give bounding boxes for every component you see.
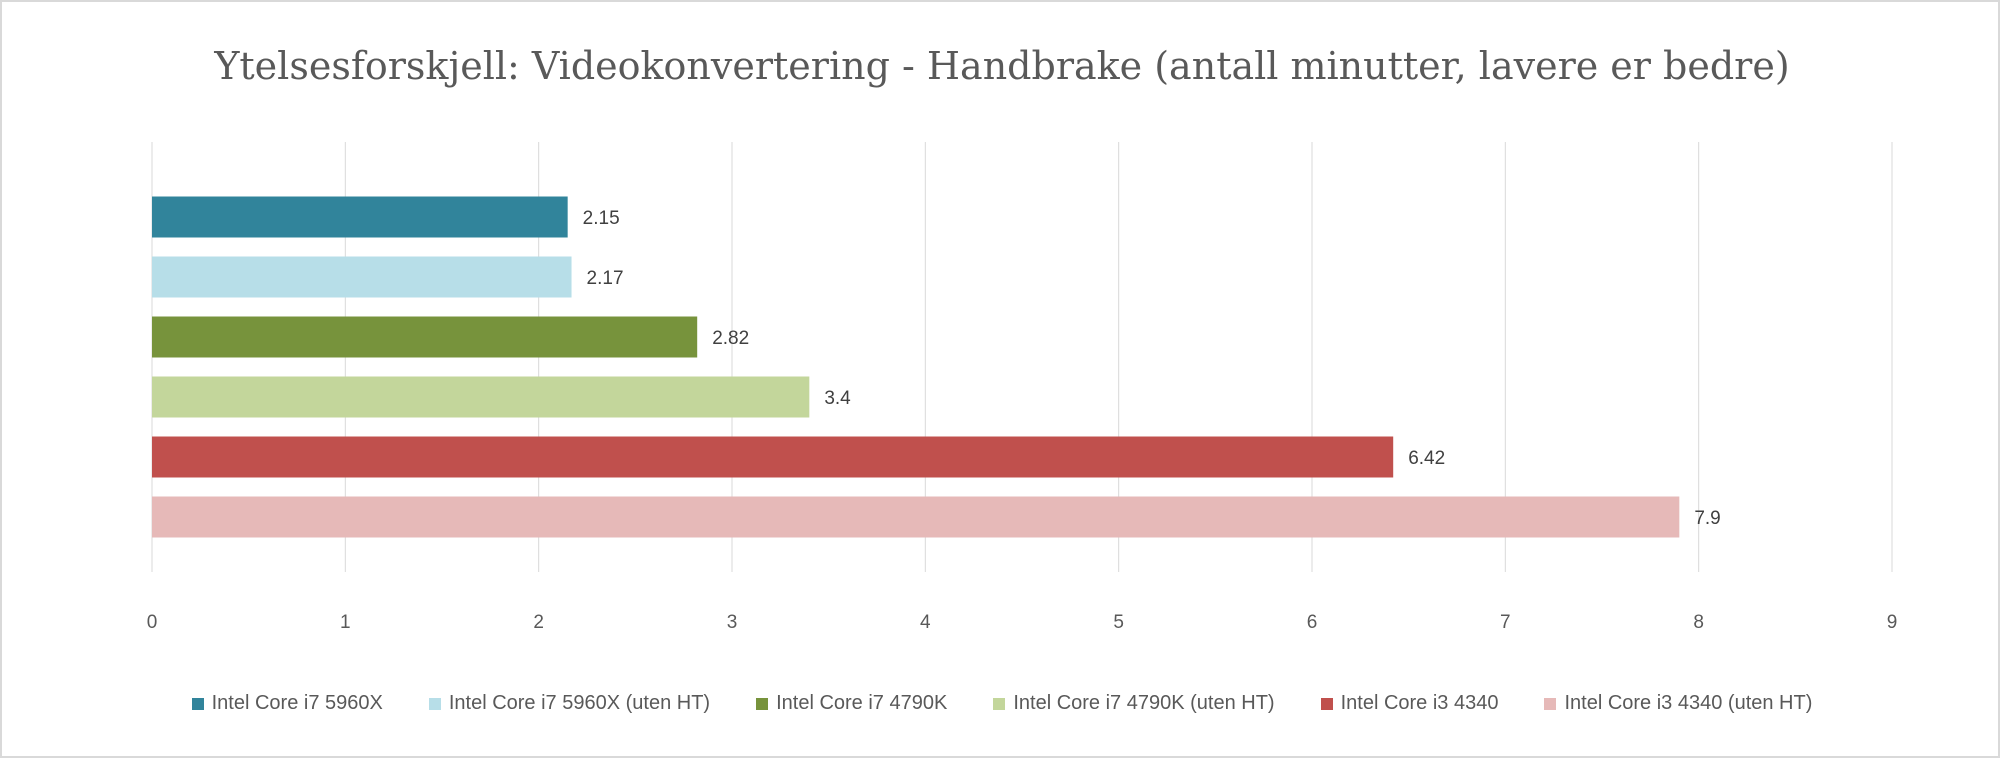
legend-swatch <box>993 697 1006 710</box>
legend-item: Intel Core i3 4340 <box>1320 692 1499 715</box>
legend-item: Intel Core i7 4790K (uten HT) <box>993 692 1275 715</box>
data-label: 7.9 <box>1694 508 1720 529</box>
legend-swatch <box>1320 697 1333 710</box>
x-tick-label: 6 <box>1307 612 1318 633</box>
legend-label: Intel Core i7 5960X <box>211 692 383 714</box>
legend-item: Intel Core i3 4340 (uten HT) <box>1544 692 1812 715</box>
data-label: 2.15 <box>583 208 620 229</box>
x-tick-label: 8 <box>1693 612 1704 633</box>
x-tick-label: 4 <box>920 612 931 633</box>
bar <box>152 496 1680 538</box>
legend-label: Intel Core i7 5960X (uten HT) <box>448 692 711 714</box>
x-tick-label: 9 <box>1887 612 1898 633</box>
legend-label: Intel Core i3 4340 <box>1340 692 1499 714</box>
bar <box>152 316 698 358</box>
x-tick-label: 1 <box>340 612 351 633</box>
bar <box>152 256 572 298</box>
bar <box>152 436 1394 478</box>
chart-title: Ytelsesforskjell: Videokonvertering - Ha… <box>214 44 1790 88</box>
x-tick-label: 5 <box>1113 612 1124 633</box>
legend-label: Intel Core i7 4790K (uten HT) <box>1013 692 1275 714</box>
legend: Intel Core i7 5960X Intel Core i7 5960X (… <box>2 692 2000 715</box>
legend-item: Intel Core i7 4790K <box>756 692 947 715</box>
legend-swatch <box>191 697 204 710</box>
legend-swatch <box>428 697 441 710</box>
legend-item: Intel Core i7 5960X (uten HT) <box>428 692 711 715</box>
bar <box>152 376 810 418</box>
legend-label: Intel Core i7 4790K <box>776 692 948 714</box>
x-tick-label: 2 <box>533 612 544 633</box>
plot-area: 0 1 2 3 4 5 6 7 8 9 2.15 2.17 2.82 3.4 6.42 7.9 <box>147 142 1898 633</box>
data-label: 2.82 <box>712 328 749 349</box>
x-tick-label: 7 <box>1500 612 1511 633</box>
x-tick-label: 0 <box>147 612 158 633</box>
data-label: 6.42 <box>1408 448 1445 469</box>
data-label: 2.17 <box>587 268 624 289</box>
data-label: 3.4 <box>824 388 851 409</box>
legend-label: Intel Core i3 4340 (uten HT) <box>1564 692 1813 714</box>
legend-swatch <box>1544 697 1557 710</box>
bar <box>152 196 568 238</box>
legend-item: Intel Core i7 5960X <box>191 692 383 715</box>
legend-swatch <box>756 697 769 710</box>
x-tick-label: 3 <box>727 612 738 633</box>
